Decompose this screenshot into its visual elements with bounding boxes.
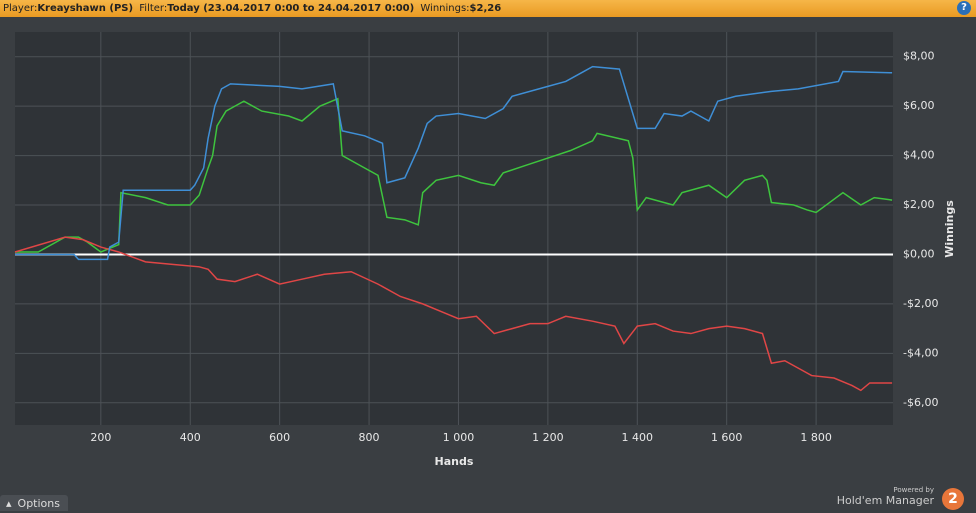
y-axis-label: Winnings xyxy=(943,200,956,258)
y-tick-label: -$4,00 xyxy=(903,346,938,359)
x-tick-label: 200 xyxy=(90,431,111,444)
x-tick-label: 800 xyxy=(359,431,380,444)
y-tick-label: $8,00 xyxy=(903,50,935,63)
header-bar: Player:Kreayshawn (PS) Filter:Today (23.… xyxy=(0,0,976,17)
y-tick-label: $0,00 xyxy=(903,247,935,260)
branding: Powered by Hold'em Manager 2 xyxy=(836,486,964,510)
plot-area xyxy=(15,32,893,425)
filter-label: Filter: xyxy=(139,3,168,14)
y-tick-label: $4,00 xyxy=(903,149,935,162)
options-label: Options xyxy=(17,497,60,510)
player-label: Player: xyxy=(3,3,38,14)
help-button[interactable]: ? xyxy=(957,1,971,15)
chart: Hands Winnings $8,00 $6,00 $4,00 $2,00 $0,00… xyxy=(0,17,976,495)
series-line xyxy=(15,97,893,253)
x-tick-label: 1 800 xyxy=(800,431,832,444)
x-tick-label: 1 200 xyxy=(532,431,564,444)
x-tick-label: 600 xyxy=(269,431,290,444)
y-tick-label: -$2,00 xyxy=(903,297,938,310)
brand-logo: 2 xyxy=(942,488,964,510)
x-tick-label: 1 400 xyxy=(622,431,654,444)
series-line xyxy=(15,65,893,261)
y-tick-label: $2,00 xyxy=(903,198,935,211)
player-name: Kreayshawn (PS) xyxy=(37,3,134,14)
x-tick-label: 1 000 xyxy=(443,431,475,444)
brand-name: Hold'em Manager xyxy=(836,494,934,507)
x-axis-label: Hands xyxy=(435,455,474,468)
options-button[interactable]: ▴ Options xyxy=(0,495,68,511)
winnings-label: Winnings: xyxy=(420,3,470,14)
x-tick-label: 400 xyxy=(180,431,201,444)
y-tick-label: -$6,00 xyxy=(903,396,938,409)
winnings-value: $2,26 xyxy=(469,3,502,14)
series-line xyxy=(14,236,893,392)
x-tick-label: 1 600 xyxy=(711,431,743,444)
powered-by: Powered by xyxy=(893,486,934,494)
filter-value: Today (23.04.2017 0:00 to 24.04.2017 0:0… xyxy=(167,3,415,14)
y-tick-label: $6,00 xyxy=(903,99,935,112)
